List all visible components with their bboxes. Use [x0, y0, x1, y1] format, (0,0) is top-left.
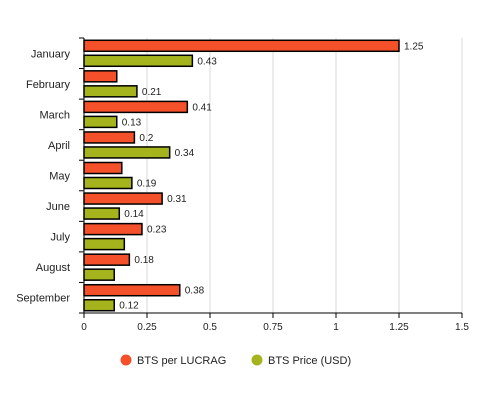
data-label: 0.2 — [139, 133, 153, 144]
data-label: 0.18 — [134, 255, 154, 266]
category-label: January — [31, 48, 71, 60]
bar-bts-per-lucrag-june — [83, 192, 163, 205]
bar-bts-price-january — [83, 54, 194, 68]
data-label: 0.12 — [119, 301, 139, 312]
data-label: 0.31 — [167, 194, 187, 205]
bar-bts-per-lucrag-august — [83, 253, 131, 266]
bar-bts-per-lucrag-january — [83, 39, 400, 53]
bar-bts-price-february — [83, 85, 138, 98]
bar-bts-price-june — [83, 207, 121, 220]
data-label: 1.25 — [404, 41, 424, 52]
category-label: July — [50, 232, 70, 244]
data-label: 0.43 — [197, 56, 217, 67]
bar-bts-per-lucrag-february — [83, 70, 118, 83]
data-label: 0.14 — [124, 209, 144, 220]
x-tick-label: 0.25 — [137, 322, 157, 333]
legend: BTS per LUCRAG BTS Price (USD) — [120, 354, 351, 367]
category-label: April — [48, 140, 70, 152]
bar-bts-per-lucrag-may — [83, 161, 123, 175]
data-label: 0.41 — [192, 102, 212, 113]
x-tick-label: 0.75 — [263, 322, 283, 333]
x-tick-label: 1.5 — [455, 322, 469, 333]
bar-bts-per-lucrag-april — [83, 131, 136, 144]
gridlines — [146, 38, 463, 313]
bar-bts-price-august — [83, 268, 115, 281]
data-label: 0.34 — [175, 148, 195, 159]
category-label: May — [49, 171, 70, 183]
data-label: 0.21 — [142, 87, 162, 98]
x-tick-label: 0 — [81, 322, 87, 333]
data-label: 0.13 — [122, 117, 142, 128]
x-tick-label: 0.5 — [203, 322, 217, 333]
category-label: September — [16, 293, 70, 305]
category-label: August — [36, 262, 70, 274]
data-label: 0.19 — [137, 179, 157, 190]
legend-label-bts-price[interactable]: BTS Price (USD) — [268, 355, 351, 367]
category-label: February — [26, 79, 71, 91]
labels: 0 0.25 0.5 0.75 1 1.25 1.5 January 1.25 0.43 Febru… — [16, 41, 469, 333]
legend-swatch-bts-price[interactable] — [251, 354, 263, 366]
bar-bts-per-lucrag-july — [83, 222, 143, 236]
bars — [83, 39, 400, 312]
x-tick-label: 1.25 — [389, 322, 409, 333]
category-label: March — [39, 109, 70, 121]
legend-label-bts-per-lucrag[interactable]: BTS per LUCRAG — [137, 355, 226, 367]
bar-bts-per-lucrag-march — [83, 100, 189, 114]
data-label: 0.23 — [147, 225, 167, 236]
category-label: June — [46, 201, 70, 213]
x-tick-label: 1 — [333, 322, 339, 333]
bar-bts-price-september — [83, 298, 115, 312]
bar-bts-price-april — [83, 146, 171, 159]
legend-swatch-bts-per-lucrag[interactable] — [120, 354, 132, 366]
data-label: 0.38 — [185, 286, 205, 297]
bar-bts-per-lucrag-september — [83, 283, 181, 297]
bar-bts-price-july — [83, 237, 126, 251]
axes — [79, 37, 463, 318]
bar-bts-price-may — [83, 176, 133, 190]
bar-bts-price-march — [83, 115, 118, 129]
